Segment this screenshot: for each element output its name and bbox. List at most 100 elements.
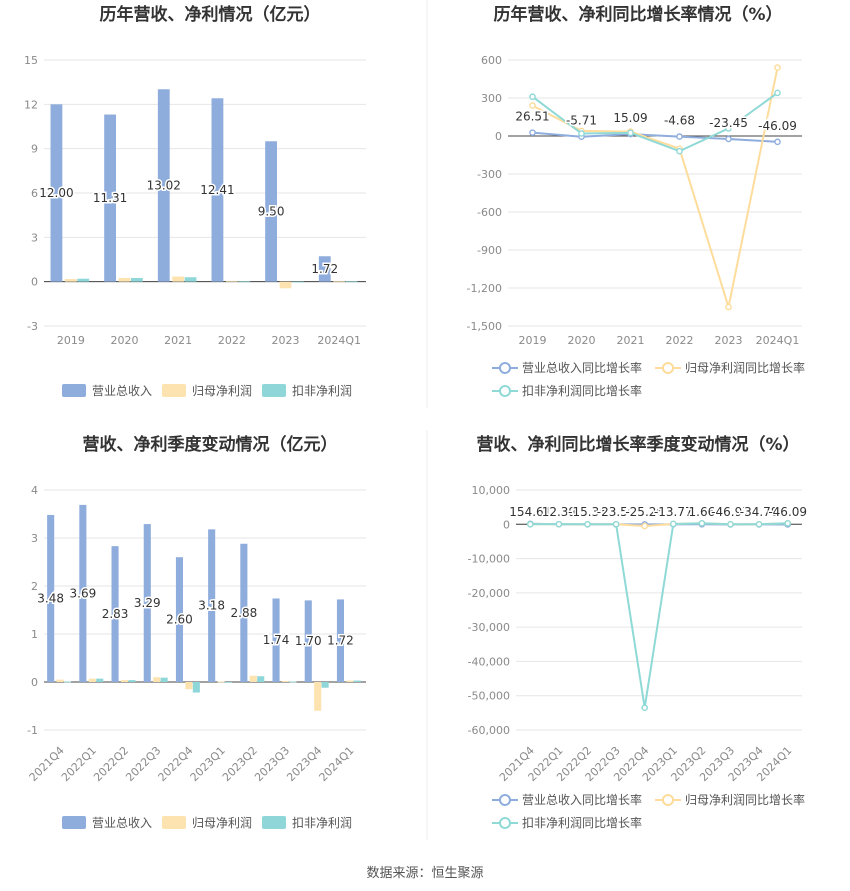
data-point xyxy=(676,147,683,155)
data-label: 15.09 xyxy=(613,111,647,125)
legend-swatch xyxy=(162,816,186,829)
data-point xyxy=(670,520,677,528)
chart-quarterly-amount: 营收、净利季度变动情况（亿元）43210-12021Q42022Q12022Q2… xyxy=(27,434,366,830)
data-point xyxy=(784,519,792,527)
y-tick-label: -1,200 xyxy=(467,282,502,295)
data-label: -5.71 xyxy=(566,114,597,128)
legend-item: 扣非净利润同比增长率 xyxy=(492,383,642,398)
data-label: -34.78 xyxy=(740,505,779,519)
y-tick-label: 4 xyxy=(31,484,38,497)
y-tick-label: 0 xyxy=(31,276,38,289)
series-line xyxy=(530,522,788,708)
bar-revenue xyxy=(208,529,216,682)
chart-quarterly-growth: 营收、净利同比增长率季度变动情况（%） 10,000 0 -10,000 -20,000… xyxy=(468,434,809,830)
data-point xyxy=(627,129,634,137)
y-tick-label: 300 xyxy=(481,92,502,105)
bar-net-profit xyxy=(64,279,77,282)
bar-revenue xyxy=(47,514,55,682)
bar-revenue xyxy=(143,524,151,682)
data-label: -4.68 xyxy=(664,114,695,128)
data-label: -23.45 xyxy=(709,116,748,130)
legend-label: 归母净利润 xyxy=(192,384,252,398)
data-label: 12.41 xyxy=(200,183,234,197)
legend-item: 营业总收入 xyxy=(62,384,152,398)
legend-marker xyxy=(499,362,511,374)
bar-revenue xyxy=(265,141,278,282)
y-tick-label: -900 xyxy=(477,244,502,257)
data-point xyxy=(527,520,534,528)
legend-label: 营业总收入同比增长率 xyxy=(522,792,642,807)
series-line xyxy=(531,92,779,153)
legend-label: 营业总收入 xyxy=(92,816,152,830)
y-tick-label: -40,000 xyxy=(468,655,510,668)
bar-net-profit xyxy=(172,276,185,282)
y-tick-label: 0 xyxy=(503,518,510,531)
data-point xyxy=(774,64,781,71)
x-tick-label: 2022 xyxy=(666,334,694,347)
x-tick-label: 2023 xyxy=(715,334,743,347)
y-tick-label: -60,000 xyxy=(468,724,510,737)
legend-label: 归母净利润 xyxy=(192,816,252,830)
legend-swatch xyxy=(262,384,286,397)
data-point xyxy=(529,129,536,136)
data-point xyxy=(727,520,734,528)
chart-title: 营收、净利季度变动情况（亿元） xyxy=(83,434,338,455)
legend-marker xyxy=(662,362,674,374)
data-point xyxy=(612,520,620,528)
y-tick-label: -600 xyxy=(477,206,502,219)
legend-item: 扣非净利润 xyxy=(262,816,352,830)
data-point xyxy=(774,138,781,146)
legend-marker xyxy=(499,817,511,829)
legend-item: 扣非净利润 xyxy=(262,384,352,398)
x-tick-label: 2022 xyxy=(218,334,246,347)
legend-item: 归母净利润同比增长率 xyxy=(655,792,805,807)
series-line xyxy=(532,131,778,143)
bar-revenue xyxy=(50,104,63,282)
bar-revenue xyxy=(211,98,224,282)
data-label: 12.00 xyxy=(39,186,73,200)
legend-item: 营业总收入同比增长率 xyxy=(492,792,642,807)
y-tick-label: 12 xyxy=(24,98,38,111)
data-point xyxy=(774,89,781,97)
x-tick-label: 2024Q1 xyxy=(317,334,361,347)
data-point xyxy=(725,135,732,143)
bar-net-profit xyxy=(314,682,322,711)
bar-net-profit xyxy=(281,681,290,682)
legend-label: 归母净利润同比增长率 xyxy=(685,792,805,807)
y-tick-label: 0 xyxy=(31,676,38,689)
data-label: 1.66 xyxy=(689,505,716,519)
data-label: 1.72 xyxy=(327,634,354,648)
bar-deducted-profit xyxy=(345,281,358,283)
legend-label: 扣非净利润 xyxy=(292,384,352,398)
bar-deducted-profit xyxy=(224,682,233,683)
data-point xyxy=(578,130,585,137)
data-point xyxy=(755,520,763,528)
bar-net-profit xyxy=(118,277,131,282)
data-label: -13.77 xyxy=(654,505,693,519)
chart-title: 历年营收、净利同比增长率情况（%） xyxy=(493,4,782,25)
data-point xyxy=(529,102,536,109)
bar-revenue xyxy=(336,599,345,682)
bar-net-profit xyxy=(185,682,193,690)
bar-revenue xyxy=(272,598,280,682)
data-label: -23.50 xyxy=(597,505,636,519)
legend-marker xyxy=(662,794,674,806)
bar-deducted-profit xyxy=(128,680,136,682)
y-tick-label: 3 xyxy=(31,532,38,545)
data-label: 2.83 xyxy=(102,607,129,621)
data-label: -15.36 xyxy=(568,505,607,519)
data-label: 1.70 xyxy=(295,634,322,648)
y-tick-label: 10,000 xyxy=(472,484,511,497)
data-label: -46.97 xyxy=(711,505,750,519)
y-tick-label: -1 xyxy=(27,724,38,737)
data-label: 3.18 xyxy=(198,599,225,613)
legend-item: 营业总收入同比增长率 xyxy=(492,360,642,375)
data-source-note: 数据来源：恒生聚源 xyxy=(366,866,484,881)
data-label: 3.69 xyxy=(70,586,97,600)
data-label: 12.39 xyxy=(542,505,576,519)
data-label: 154.61 xyxy=(509,505,551,519)
y-tick-label: 15 xyxy=(24,54,38,67)
y-tick-label: -1,500 xyxy=(467,320,502,333)
legend-item: 营业总收入 xyxy=(62,816,152,830)
